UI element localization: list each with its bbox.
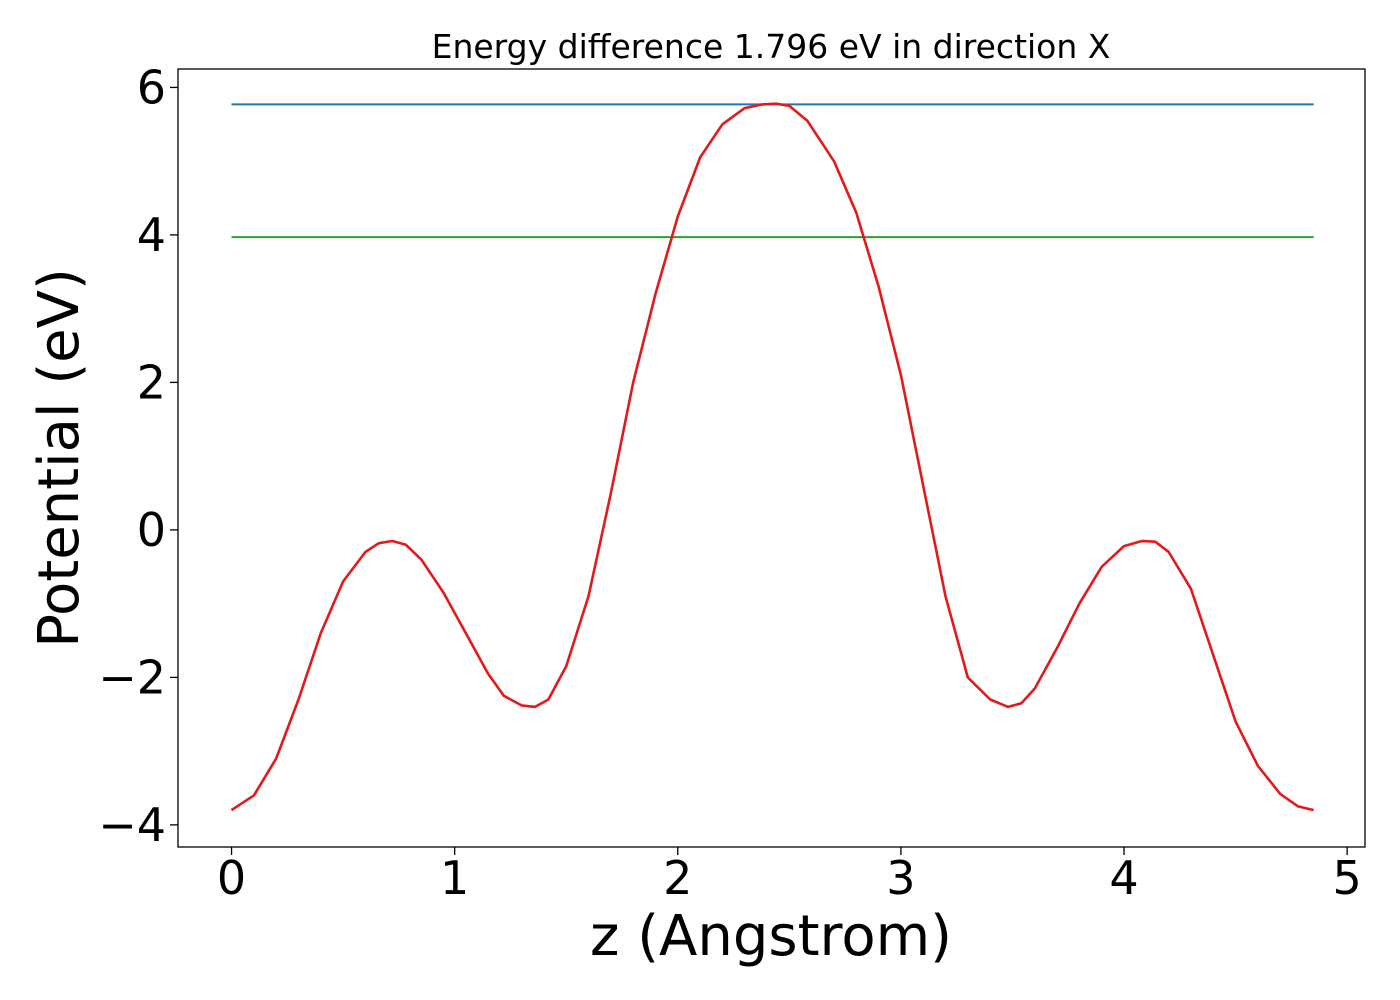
chart-title: Energy difference 1.796 eV in direction … xyxy=(432,27,1111,66)
plot-area xyxy=(177,68,1366,848)
y-tick-label: 0 xyxy=(137,503,166,557)
x-tick-label: 1 xyxy=(440,851,469,905)
y-axis-ticks: −4 −2 0 2 4 6 xyxy=(98,60,178,852)
y-axis-label: Potential (eV) xyxy=(27,268,92,648)
x-tick-label: 0 xyxy=(217,851,246,905)
x-tick-label: 4 xyxy=(1109,851,1138,905)
y-tick-label: −4 xyxy=(98,798,166,852)
x-tick-label: 2 xyxy=(663,851,692,905)
x-axis-ticks: 0 1 2 3 4 5 xyxy=(217,847,1362,905)
y-tick-label: 4 xyxy=(137,208,166,262)
y-tick-label: 6 xyxy=(137,60,166,114)
y-tick-label: −2 xyxy=(98,650,166,704)
series-line-3 xyxy=(230,102,1314,812)
x-tick-label: 3 xyxy=(886,851,915,905)
y-tick-label: 2 xyxy=(137,355,166,409)
series-layer xyxy=(230,102,1314,812)
x-axis-label: z (Angstrom) xyxy=(590,904,952,969)
x-tick-label: 5 xyxy=(1333,851,1362,905)
